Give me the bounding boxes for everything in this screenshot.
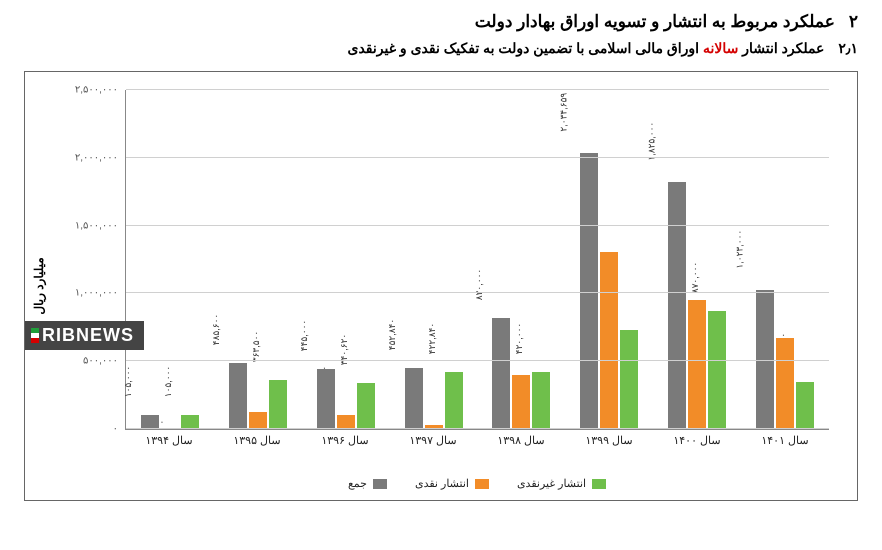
bar-noncash: ۳۶۳,۵۰۰ [269,380,287,429]
bar-noncash: ۴۲۲,۸۴۰ [445,372,463,429]
x-axis-label: سال ۱۳۹۹ [565,434,653,454]
bar-cash: ۱,۳۰۲,۶۵۹ [600,252,618,429]
y-tick-label: ۵۰۰,۰۰۰ [56,356,118,367]
bar-cash: ۱۲۲,۱۰۰ [249,412,267,429]
legend: انتشار غیرنقدی انتشار نقدی جمع [125,477,829,490]
legend-item: انتشار غیرنقدی [517,477,606,490]
legend-item: انتشار نقدی [415,477,489,490]
bar-groups: ۱۰۵,۰۰۰۰۱۰۵,۰۰۰۳۶۳,۵۰۰۱۲۲,۱۰۰۴۸۵,۶۰۰۳۴۰,… [126,90,829,429]
y-tick-label: ۰ [56,424,118,435]
subheading-post: اوراق مالی اسلامی با تضمین دولت به تفکیک… [347,40,702,56]
grid-line [126,292,829,293]
bar-group: ۸۷۰,۰۰۰۹۵۵,۰۰۰۱,۸۲۵,۰۰۰ [653,90,741,429]
bar-value-label: ۱,۸۲۵,۰۰۰ [647,121,658,160]
bar-value-label: ۴۲۰,۰۰۰ [515,323,526,355]
bar-value-label: ۳۶۳,۵۰۰ [251,330,262,362]
legend-swatch [592,479,606,489]
y-tick-label: ۲,۰۰۰,۰۰۰ [56,152,118,163]
bar-group: ۳۵۰,۰۰۰۶۷۳,۰۰۰۱,۰۲۳,۰۰۰ [741,90,829,429]
legend-label: انتشار غیرنقدی [517,477,586,490]
heading-number: ۲ [849,12,858,32]
bar-group: ۴۲۲,۸۴۰۳۰,۰۰۰۴۵۲,۸۴۰ [390,90,478,429]
bar-noncash: ۸۷۰,۰۰۰ [708,311,726,429]
bar-noncash: ۳۴۰,۶۲۰ [357,383,375,429]
bar-total: ۴۸۵,۶۰۰ [229,363,247,429]
x-axis-label: سال ۱۴۰۰ [653,434,741,454]
bar-group: ۱۰۵,۰۰۰۰۱۰۵,۰۰۰ [126,90,214,429]
heading-title: عملکرد مربوط به انتشار و تسویه اوراق بها… [475,12,835,32]
legend-label: انتشار نقدی [415,477,469,490]
bar-total: ۱۰۵,۰۰۰ [141,415,159,429]
x-axis-label: سال ۱۳۹۸ [477,434,565,454]
grid-line [126,157,829,158]
y-axis-title: میلیارد ریال [32,257,46,314]
subheading-red: سالانه [703,40,738,56]
x-axis-label: سال ۱۳۹۶ [301,434,389,454]
bar-value-label: ۸۲۰,۰۰۰ [475,269,486,301]
bar-noncash: ۷۳۲,۰۰۰ [620,330,638,429]
x-axis-label: سال ۱۳۹۴ [125,434,213,454]
bar-value-label: ۴۲۲,۸۴۰ [427,322,438,354]
legend-item: جمع [348,477,387,490]
y-tick-label: ۲,۵۰۰,۰۰۰ [56,85,118,96]
legend-swatch [373,479,387,489]
x-axis-label: سال ۱۴۰۱ [741,434,829,454]
x-axis-label: سال ۱۳۹۵ [213,434,301,454]
x-axis-labels: سال ۱۳۹۴سال ۱۳۹۵سال ۱۳۹۶سال ۱۳۹۷سال ۱۳۹۸… [125,434,829,454]
chart-frame: میلیارد ریال ۱۰۵,۰۰۰۰۱۰۵,۰۰۰۳۶۳,۵۰۰۱۲۲,۱… [24,71,858,501]
bar-group: ۳۶۳,۵۰۰۱۲۲,۱۰۰۴۸۵,۶۰۰ [214,90,302,429]
bar-cash: ۱۰۴,۳۸۰ [337,415,355,429]
bar-group: ۴۲۰,۰۰۰۴۰۰,۰۰۰۸۲۰,۰۰۰ [478,90,566,429]
bar-total: ۱,۸۲۵,۰۰۰ [668,182,686,429]
bar-cash: ۶۷۳,۰۰۰ [776,338,794,429]
bar-value-label: ۲,۰۳۴,۶۵۹ [559,93,570,132]
flag-icon [31,328,39,343]
bar-value-label: ۱۰۵,۰۰۰ [123,365,134,397]
subheading-title: عملکرد انتشار سالانه اوراق مالی اسلامی ب… [347,40,824,57]
grid-line [126,428,829,429]
main-heading: ۲ عملکرد مربوط به انتشار و تسویه اوراق ب… [24,12,858,32]
bar-noncash: ۴۲۰,۰۰۰ [532,372,550,429]
bar-noncash: ۱۰۵,۰۰۰ [181,415,199,429]
bar-total: ۴۴۵,۰۰۰ [317,369,335,429]
bar-group: ۷۳۲,۰۰۰۱,۳۰۲,۶۵۹۲,۰۳۴,۶۵۹ [565,90,653,429]
sub-heading: ۲٫۱ عملکرد انتشار سالانه اوراق مالی اسلا… [24,40,858,57]
bar-value-label: ۸۷۰,۰۰۰ [690,262,701,294]
bar-value-label: ۴۴۵,۰۰۰ [299,319,310,351]
grid-line [126,360,829,361]
watermark-text: RIBNEWS [42,325,134,346]
bar-total: ۲,۰۳۴,۶۵۹ [580,153,598,429]
bar-cash: ۴۰۰,۰۰۰ [512,375,530,429]
bar-cash: ۹۵۵,۰۰۰ [688,300,706,429]
bar-value-label: ۴۵۲,۸۴۰ [387,318,398,350]
legend-swatch [475,479,489,489]
watermark-badge: RIBNEWS [25,321,144,350]
bar-noncash: ۳۵۰,۰۰۰ [796,382,814,429]
bar-total: ۴۵۲,۸۴۰ [405,368,423,429]
bar-total: ۸۲۰,۰۰۰ [492,318,510,429]
bar-value-label: ۴۸۵,۶۰۰ [211,314,222,346]
y-tick-label: ۱,۵۰۰,۰۰۰ [56,220,118,231]
legend-label: جمع [348,477,367,490]
subheading-number: ۲٫۱ [838,40,858,57]
bar-value-label: ۱۰۵,۰۰۰ [163,365,174,397]
bar-group: ۳۴۰,۶۲۰۱۰۴,۳۸۰۴۴۵,۰۰۰ [302,90,390,429]
grid-line [126,225,829,226]
subheading-pre: عملکرد انتشار [738,40,824,56]
grid-line [126,89,829,90]
y-tick-label: ۱,۰۰۰,۰۰۰ [56,288,118,299]
x-axis-label: سال ۱۳۹۷ [389,434,477,454]
bar-value-label: ۱,۰۲۳,۰۰۰ [735,230,746,269]
plot-area: ۱۰۵,۰۰۰۰۱۰۵,۰۰۰۳۶۳,۵۰۰۱۲۲,۱۰۰۴۸۵,۶۰۰۳۴۰,… [125,90,829,430]
